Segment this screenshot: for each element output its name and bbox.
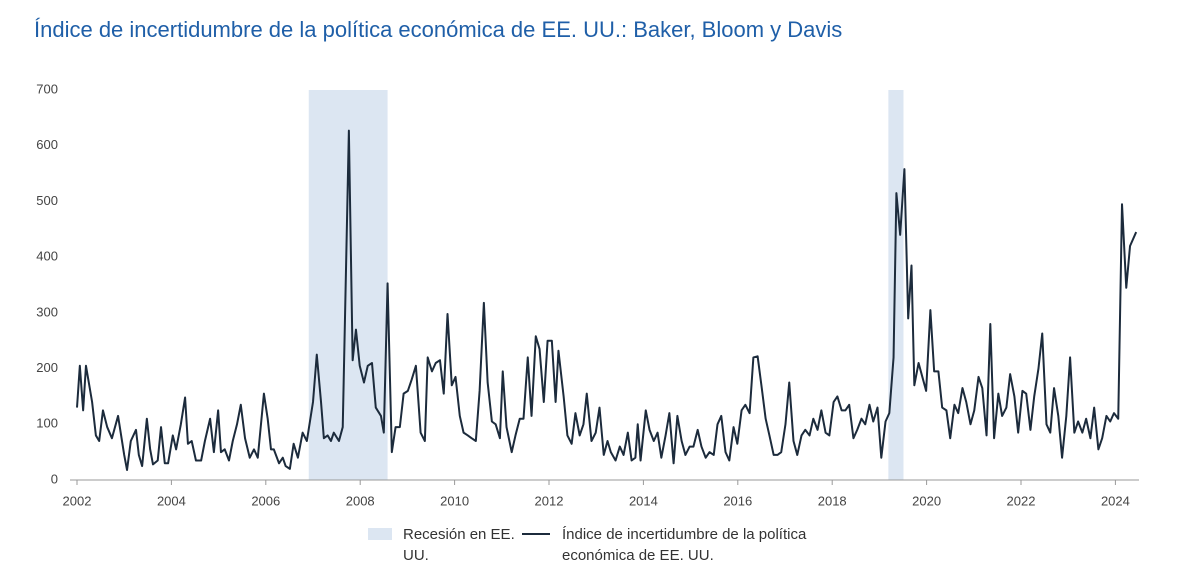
y-tick-label: 500 bbox=[36, 193, 58, 208]
x-tick-label: 2012 bbox=[535, 493, 564, 508]
x-tick-label: 2002 bbox=[63, 493, 92, 508]
y-tick-label: 600 bbox=[36, 137, 58, 152]
y-tick-label: 200 bbox=[36, 360, 58, 375]
x-tick-label: 2022 bbox=[1007, 493, 1036, 508]
y-tick-label: 400 bbox=[36, 249, 58, 264]
y-tick-label: 100 bbox=[36, 416, 58, 431]
y-tick-label: 300 bbox=[36, 304, 58, 319]
x-tick-label: 2008 bbox=[346, 493, 375, 508]
x-tick-label: 2014 bbox=[629, 493, 658, 508]
legend-label: Recesión en EE. UU. bbox=[403, 526, 515, 564]
x-tick-label: 2004 bbox=[157, 493, 186, 508]
legend-label: Índice de incertidumbre de la política e… bbox=[562, 526, 807, 564]
x-tick-label: 2006 bbox=[251, 493, 280, 508]
x-tick-label: 2018 bbox=[818, 493, 847, 508]
x-tick-label: 2010 bbox=[440, 493, 469, 508]
chart-title: Índice de incertidumbre de la política e… bbox=[34, 17, 843, 42]
x-tick-label: 2020 bbox=[912, 493, 941, 508]
series-line bbox=[76, 129, 1138, 471]
x-tick-label: 2024 bbox=[1101, 493, 1130, 508]
y-tick-label: 700 bbox=[36, 81, 58, 96]
y-tick-label: 0 bbox=[51, 471, 58, 486]
legend-swatch bbox=[368, 528, 392, 540]
recession-band bbox=[888, 90, 904, 480]
x-tick-label: 2016 bbox=[723, 493, 752, 508]
